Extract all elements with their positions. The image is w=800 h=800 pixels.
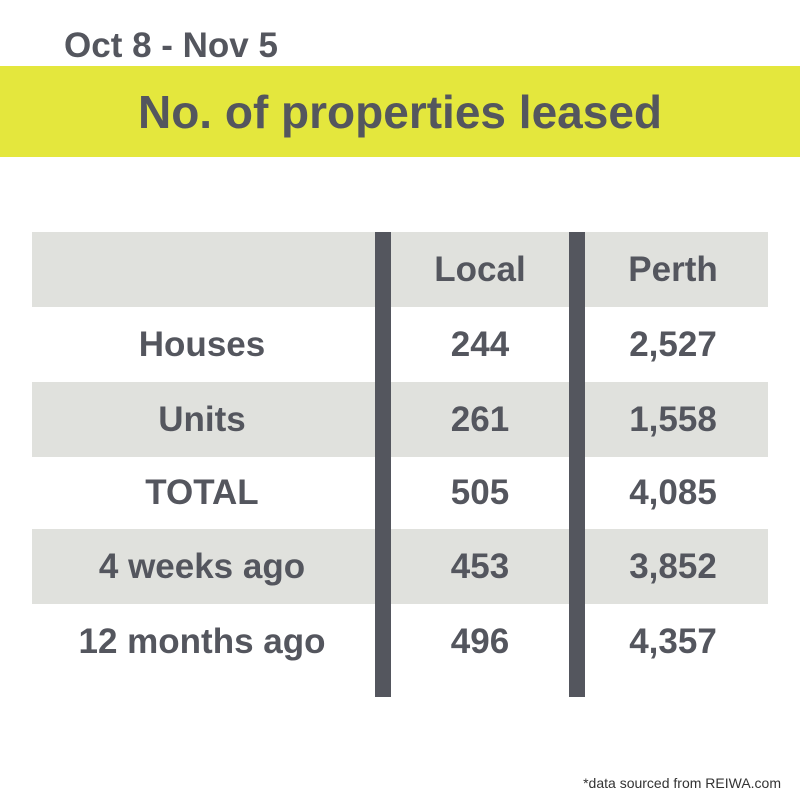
perth-value: 2,527 [629,324,717,364]
page-title: No. of properties leased [137,85,662,138]
local-value: 496 [450,621,510,661]
perth-value: 1,558 [629,399,717,439]
table-row: 4 weeks ago 453 3,852 [32,529,768,604]
local-value: 244 [450,324,510,364]
column-header-local: Local [434,249,526,289]
row-label: 4 weeks ago [98,546,306,586]
table-row: TOTAL 505 4,085 [32,457,768,529]
row-label: Units [158,399,246,439]
local-value: 453 [450,546,510,586]
perth-value: 4,085 [629,473,717,512]
column-divider [375,232,391,697]
column-divider [569,232,585,697]
local-value: 261 [450,399,510,439]
title-band: No. of properties leased [0,66,800,157]
table-row: Units 261 1,558 [32,382,768,457]
leasing-table: Local Perth Houses 244 2,527 Units 261 1… [32,232,768,697]
perth-value: 3,852 [629,546,717,586]
row-label: TOTAL [145,473,259,512]
local-value: 505 [450,473,510,512]
table-row: 12 months ago 496 4,357 [32,604,768,679]
date-range: Oct 8 - Nov 5 [64,26,278,65]
source-footnote: *data sourced from REIWA.com [583,775,781,791]
column-header-perth: Perth [628,249,718,289]
table-header-row: Local Perth [32,232,768,307]
perth-value: 4,357 [629,621,717,661]
row-label: 12 months ago [78,621,326,661]
column-header-label [32,232,372,307]
row-label: Houses [138,324,266,364]
table-row: Houses 244 2,527 [32,307,768,382]
